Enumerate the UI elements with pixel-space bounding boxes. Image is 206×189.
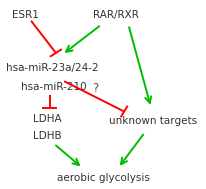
Text: unknown targets: unknown targets bbox=[109, 116, 196, 126]
Text: hsa-miR-210: hsa-miR-210 bbox=[21, 82, 86, 92]
Text: ?: ? bbox=[92, 82, 98, 95]
Text: LDHA: LDHA bbox=[33, 114, 62, 124]
Text: RAR/RXR: RAR/RXR bbox=[92, 10, 138, 20]
Text: aerobic glycolysis: aerobic glycolysis bbox=[57, 173, 149, 183]
Text: ESR1: ESR1 bbox=[12, 10, 39, 20]
Text: hsa-miR-23a/24-2: hsa-miR-23a/24-2 bbox=[6, 63, 98, 73]
Text: LDHB: LDHB bbox=[33, 131, 62, 141]
